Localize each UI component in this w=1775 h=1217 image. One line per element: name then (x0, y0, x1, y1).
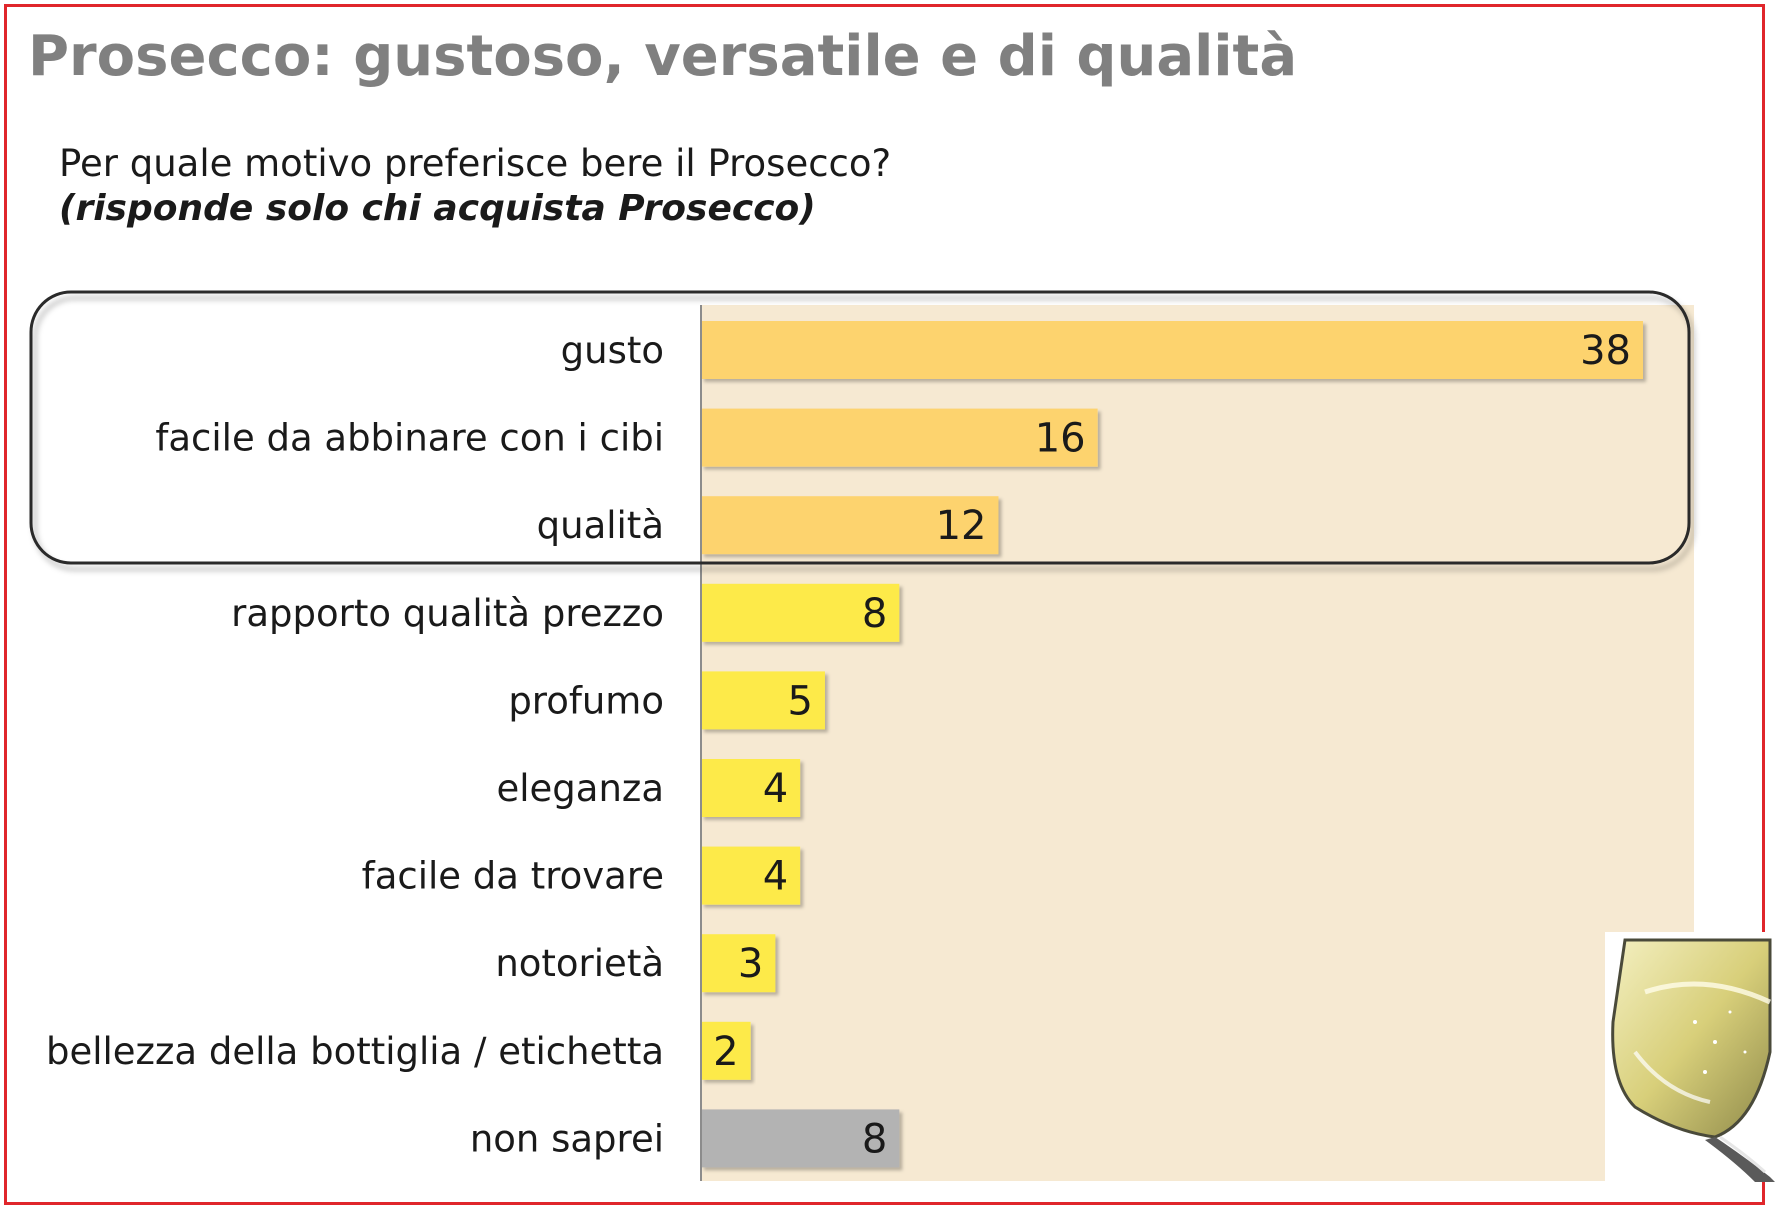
data-label: 8 (862, 1116, 887, 1162)
bar (701, 934, 776, 993)
bar (701, 671, 825, 730)
bar (701, 408, 1098, 467)
bar (701, 1021, 751, 1080)
page-title: Prosecco: gustoso, versatile e di qualit… (28, 24, 1298, 89)
category-label: eleganza (496, 767, 664, 810)
data-label: 3 (738, 941, 763, 987)
bar (701, 846, 801, 905)
data-label: 38 (1580, 328, 1631, 374)
data-label: 12 (936, 503, 987, 549)
bar (701, 321, 1643, 379)
category-label: profumo (508, 679, 664, 722)
data-label: 8 (862, 591, 887, 637)
survey-note: (risponde solo chi acquista Prosecco) (59, 188, 816, 229)
category-label: rapporto qualità prezzo (231, 592, 664, 635)
data-label: 2 (713, 1029, 738, 1075)
category-label: notorietà (495, 942, 664, 985)
data-label: 4 (763, 854, 788, 900)
bar (701, 496, 999, 555)
bar (701, 759, 801, 817)
survey-question: Per quale motivo preferisce bere il Pros… (59, 142, 892, 185)
category-label: facile da abbinare con i cibi (155, 417, 664, 460)
data-label: 4 (763, 766, 788, 812)
bar (701, 583, 900, 642)
bar (701, 1109, 900, 1168)
prosecco-glass-icon (1605, 932, 1775, 1182)
category-label: facile da trovare (362, 855, 664, 898)
category-label: non saprei (470, 1117, 664, 1160)
data-label: 16 (1035, 416, 1086, 462)
highlight-box (29, 290, 1691, 565)
data-label: 5 (787, 678, 812, 724)
category-label: bellezza della bottiglia / etichetta (46, 1030, 664, 1073)
slide-frame (4, 4, 1765, 1205)
category-label: gusto (561, 329, 664, 372)
category-label: qualità (537, 504, 664, 547)
